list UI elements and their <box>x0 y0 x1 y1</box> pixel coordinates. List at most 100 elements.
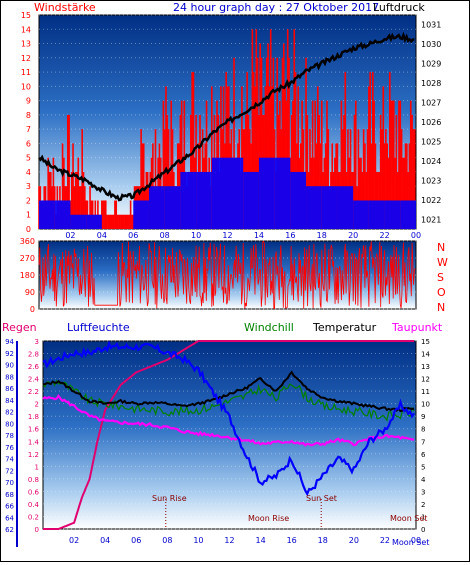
y-humidity-tick: 86 <box>5 385 14 393</box>
gust-bar <box>258 157 275 229</box>
temperature-line <box>42 370 415 413</box>
y-temp-tick: 6 <box>421 451 426 459</box>
y-tick: 90 <box>25 288 35 297</box>
gust-bar <box>274 157 291 229</box>
y-rain-tick: 2.8 <box>28 351 39 359</box>
header-right: Luftdruck <box>373 1 425 14</box>
pressure-line <box>38 31 415 202</box>
y-rain-tick: 2 <box>35 401 39 409</box>
y-rain-tick: 0.6 <box>28 488 40 496</box>
y-humidity-tick: 74 <box>5 456 14 464</box>
compass-label: O <box>437 286 446 299</box>
x-tick: 20 <box>349 536 359 545</box>
gust-bar <box>384 200 401 229</box>
y-left-tick: 4 <box>26 168 31 177</box>
y-right-tick: 1022 <box>421 196 441 205</box>
y-humidity-tick: 76 <box>5 444 14 452</box>
y-humidity-tick: 84 <box>5 397 14 405</box>
y-left-tick: 5 <box>26 154 31 163</box>
gust-bar <box>306 186 322 229</box>
x-tick: 00 <box>411 231 421 240</box>
x-tick: 20 <box>348 231 358 240</box>
x-tick: 08 <box>160 231 170 240</box>
gust-bar <box>243 171 259 229</box>
y-left-tick: 9 <box>26 97 31 106</box>
y-humidity-tick: 64 <box>5 514 14 522</box>
y-temp-tick: 14 <box>421 351 430 359</box>
gust-bar <box>86 214 102 229</box>
y-left-tick: 6 <box>26 139 31 148</box>
y-humidity-tick: 78 <box>5 432 14 440</box>
y-rain-tick: 1.4 <box>28 438 40 446</box>
y-right-tick: 1031 <box>421 21 441 30</box>
y-left-tick: 2 <box>26 196 31 205</box>
y-temp-tick: 1 <box>421 513 425 521</box>
y-right-tick: 1023 <box>421 176 441 185</box>
x-tick: 02 <box>65 231 75 240</box>
y-temp-tick: 15 <box>421 338 430 346</box>
y-humidity-tick: 94 <box>5 338 14 346</box>
y-left-tick: 14 <box>21 25 31 34</box>
x-tick: 04 <box>100 536 110 545</box>
y-humidity-tick: 72 <box>5 467 14 475</box>
x-tick: 18 <box>317 231 327 240</box>
humidity-line <box>42 340 415 497</box>
y-right-tick: 1021 <box>421 215 441 224</box>
y-right-tick: 1030 <box>421 40 441 49</box>
y-left-tick: 8 <box>26 111 31 120</box>
legend-windchill: Windchill <box>244 321 294 334</box>
gust-bar <box>321 186 338 229</box>
annotation-moon-rise: Moon Rise <box>248 514 289 523</box>
y-temp-tick: 8 <box>421 426 425 434</box>
y-rain-tick: 2.4 <box>28 376 40 384</box>
y-tick: 180 <box>20 271 35 280</box>
y-temp-tick: 2 <box>421 501 425 509</box>
x-tick: 12 <box>224 536 234 545</box>
legend-luftfeuchte: Luftfeuchte <box>67 321 130 334</box>
x-tick: 22 <box>379 231 389 240</box>
y-humidity-tick: 68 <box>5 491 14 499</box>
y-temp-tick: 7 <box>421 438 425 446</box>
dewpoint-line <box>42 393 415 447</box>
y-right-tick: 1024 <box>421 157 441 166</box>
y-tick: 270 <box>20 254 35 263</box>
y-left-tick: 13 <box>21 40 31 49</box>
y-left-tick: 3 <box>26 182 31 191</box>
gust-bar <box>196 171 212 229</box>
x-tick: 06 <box>131 536 141 545</box>
legend-taupunkt: Taupunkt <box>391 321 443 334</box>
compass-label: N <box>437 241 445 254</box>
x-tick: 06 <box>128 231 138 240</box>
gust-bar <box>290 171 307 229</box>
y-right-tick: 1027 <box>421 99 441 108</box>
y-temp-tick: 3 <box>421 488 425 496</box>
y-rain-tick: 1.6 <box>28 426 40 434</box>
y-humidity-tick: 62 <box>5 526 14 534</box>
x-tick: 08 <box>162 536 172 545</box>
y-right-tick: 1028 <box>421 79 441 88</box>
y-humidity-tick: 90 <box>5 362 14 370</box>
y-rain-tick: 1.2 <box>28 451 39 459</box>
y-left-tick: 15 <box>21 11 31 20</box>
header-left: Windstärke <box>34 1 96 14</box>
gust-bar <box>337 186 354 229</box>
y-temp-tick: 11 <box>421 388 430 396</box>
y-humidity-tick: 66 <box>5 503 14 511</box>
y-rain-tick: 0.2 <box>28 513 39 521</box>
x-tick: 02 <box>69 536 79 545</box>
y-humidity-tick: 70 <box>5 479 14 487</box>
wind-direction-line <box>38 240 416 310</box>
y-temp-tick: 9 <box>421 413 425 421</box>
y-rain-tick: 0.8 <box>28 476 39 484</box>
y-temp-tick: 13 <box>421 363 430 371</box>
y-left-tick: 10 <box>21 82 31 91</box>
gust-bar <box>180 171 197 229</box>
gust-bar <box>368 200 385 229</box>
x-tick: 22 <box>380 536 390 545</box>
x-tick: 10 <box>191 231 201 240</box>
y-rain-tick: 0 <box>35 526 39 534</box>
x-tick: 14 <box>255 536 265 545</box>
y-left-tick: 12 <box>21 54 31 63</box>
y-rain-tick: 1.8 <box>28 413 39 421</box>
